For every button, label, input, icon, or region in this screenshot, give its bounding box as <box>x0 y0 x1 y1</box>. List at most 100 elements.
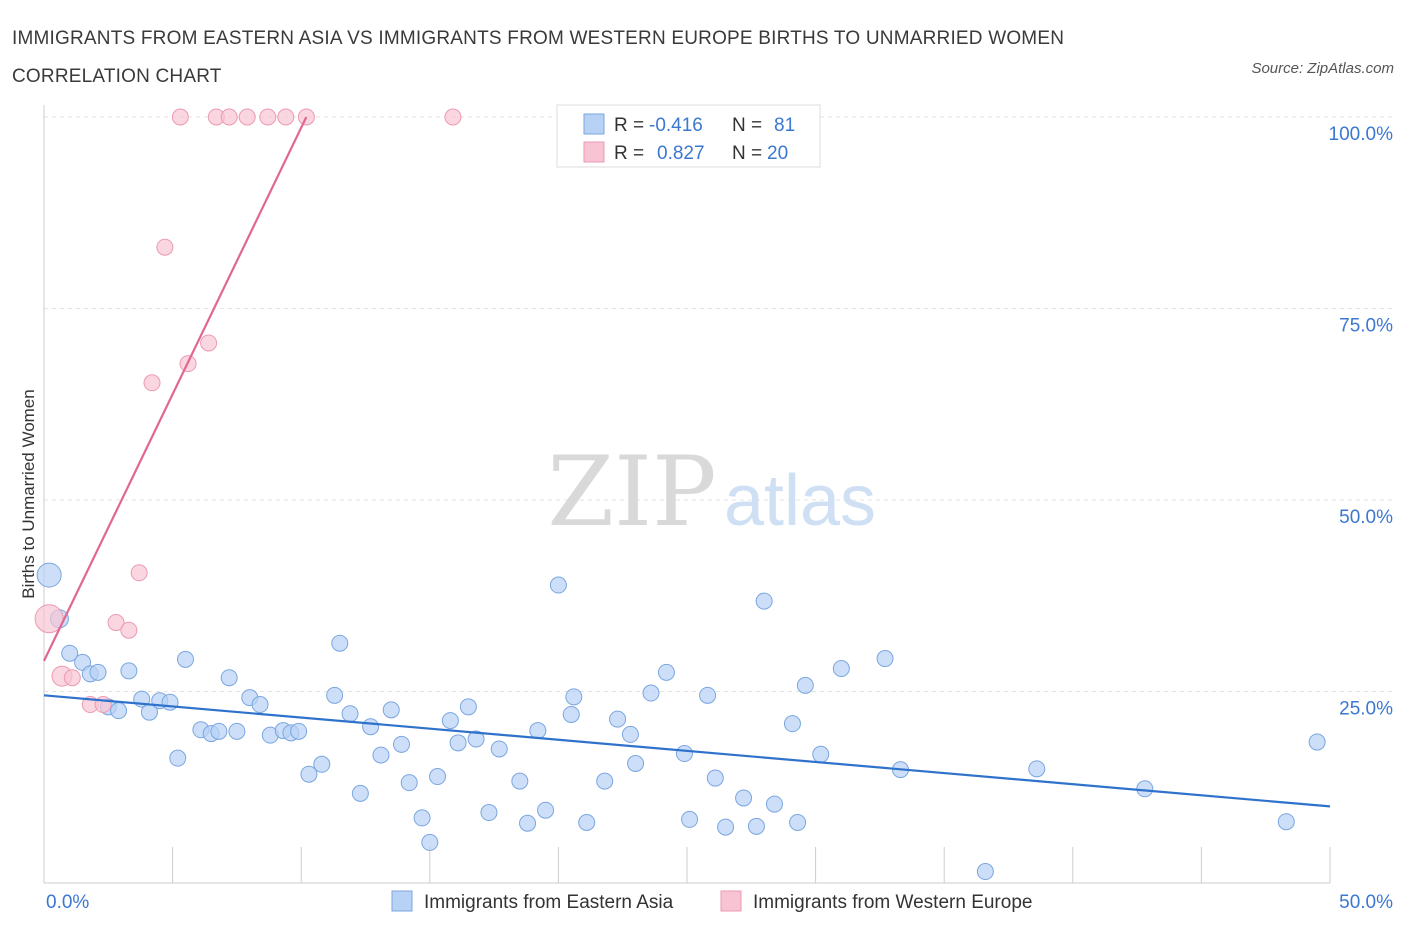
source-label: Source: ZipAtlas.com <box>1251 60 1394 77</box>
y-tick-label: 100.0% <box>1329 124 1394 145</box>
eastern-asia-point <box>290 722 308 740</box>
eastern-asia-point <box>382 701 400 719</box>
legend-label-western-europe: Immigrants from Western Europe <box>753 892 1032 913</box>
eastern-asia-point <box>251 696 269 714</box>
tick-labels: 100.0% 75.0% 50.0% 25.0% 0.0% 50.0% <box>46 124 1393 913</box>
legend-swatch-eastern-asia <box>391 890 413 912</box>
western-europe-point <box>220 108 238 126</box>
x-tick-label: 0.0% <box>46 892 89 913</box>
eastern-asia-point <box>627 755 645 773</box>
watermark-atlas: atlas <box>724 461 876 541</box>
eastern-asia-point <box>706 769 724 787</box>
eastern-asia-point <box>326 686 344 704</box>
eastern-asia-point <box>537 801 555 819</box>
stats-swatch-blue <box>583 113 605 135</box>
eastern-asia-point <box>519 814 537 832</box>
western-europe-point <box>156 238 174 256</box>
eastern-asia-point <box>596 772 614 790</box>
stats-swatch-pink <box>583 141 605 163</box>
eastern-asia-point <box>765 795 783 813</box>
chart-title: IMMIGRANTS FROM EASTERN ASIA VS IMMIGRAN… <box>12 28 1065 87</box>
eastern-asia-point <box>565 688 583 706</box>
eastern-asia-point <box>341 705 359 723</box>
western-europe-point <box>130 564 148 582</box>
eastern-asia-point <box>735 789 753 807</box>
y-tick-label: 25.0% <box>1339 699 1393 720</box>
eastern-asia-point <box>393 735 411 753</box>
eastern-asia-point <box>789 813 807 831</box>
stats-r-label: R = <box>614 143 644 164</box>
eastern-asia-point <box>161 693 179 711</box>
eastern-asia-trend-line <box>43 694 1331 808</box>
western-europe-point <box>277 108 295 126</box>
western-europe-point <box>107 614 125 632</box>
western-europe-point <box>63 669 81 687</box>
stats-r-value: -0.416 <box>649 115 703 136</box>
eastern-asia-point <box>169 749 187 767</box>
eastern-asia-point <box>578 813 596 831</box>
eastern-asia-point <box>413 809 431 827</box>
eastern-asia-point <box>1308 733 1326 751</box>
eastern-asia-point <box>372 746 390 764</box>
western-europe-point <box>120 621 138 639</box>
stats-r-value: 0.827 <box>657 143 705 164</box>
watermark: ZIP atlas <box>547 436 876 548</box>
western-europe-point <box>171 108 189 126</box>
western-europe-point <box>238 108 256 126</box>
stats-r-label: R = <box>614 115 644 136</box>
western-europe-point <box>259 108 277 126</box>
eastern-asia-point <box>480 804 498 822</box>
eastern-asia-point <box>421 833 439 851</box>
eastern-asia-point <box>609 710 627 728</box>
western-europe-point <box>143 374 161 392</box>
eastern-asia-point <box>351 784 369 802</box>
y-tick-label: 50.0% <box>1339 507 1393 528</box>
eastern-asia-point <box>976 863 994 881</box>
data-points <box>34 108 1326 881</box>
eastern-asia-point <box>562 705 580 723</box>
eastern-asia-point <box>61 644 79 662</box>
x-tick-label: 50.0% <box>1339 892 1393 913</box>
eastern-asia-point <box>657 663 675 681</box>
eastern-asia-point <box>228 722 246 740</box>
eastern-asia-point <box>220 669 238 687</box>
gridlines <box>44 116 1395 692</box>
eastern-asia-point <box>832 660 850 678</box>
eastern-asia-point <box>1028 760 1046 778</box>
eastern-asia-point <box>511 772 529 790</box>
x-axis-ticks <box>43 847 1331 883</box>
eastern-asia-point <box>642 684 660 702</box>
eastern-asia-point <box>675 745 693 763</box>
eastern-asia-point <box>796 676 814 694</box>
eastern-asia-point <box>36 562 62 588</box>
eastern-asia-point <box>699 686 717 704</box>
eastern-asia-point <box>1136 780 1154 798</box>
eastern-asia-point <box>110 702 128 720</box>
eastern-asia-point <box>459 698 477 716</box>
series-legend: Immigrants from Eastern Asia Immigrants … <box>391 890 1032 913</box>
eastern-asia-point <box>747 817 765 835</box>
stats-n-value: 81 <box>774 115 795 136</box>
eastern-asia-point <box>549 576 567 594</box>
y-axis-label: Births to Unmarried Women <box>19 389 38 598</box>
y-tick-label: 75.0% <box>1339 316 1393 337</box>
eastern-asia-point <box>717 818 735 836</box>
eastern-asia-point <box>120 662 138 680</box>
western-europe-point <box>200 334 218 352</box>
eastern-asia-point <box>313 755 331 773</box>
eastern-asia-point <box>362 718 380 736</box>
eastern-asia-point <box>400 774 418 792</box>
stats-n-value: 20 <box>767 143 788 164</box>
eastern-asia-point <box>300 765 318 783</box>
eastern-asia-point <box>812 745 830 763</box>
western-europe-trend-line <box>43 116 308 662</box>
eastern-asia-point <box>467 730 485 748</box>
trend-lines <box>43 116 1331 808</box>
eastern-asia-point <box>210 722 228 740</box>
eastern-asia-point <box>529 722 547 740</box>
eastern-asia-point <box>331 634 349 652</box>
eastern-asia-point <box>490 740 508 758</box>
eastern-asia-point <box>1277 813 1295 831</box>
eastern-asia-point <box>176 650 194 668</box>
